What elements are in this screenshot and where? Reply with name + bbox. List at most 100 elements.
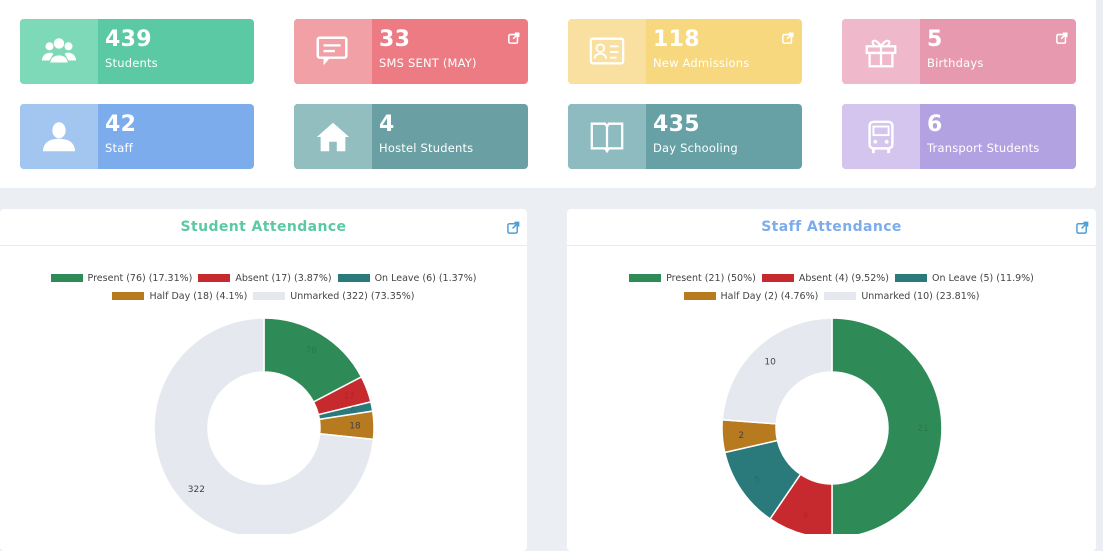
tile-label: Hostel Students xyxy=(379,141,474,155)
stat-tile-transport-students[interactable]: 6 Transport Students xyxy=(842,104,1076,169)
external-link-icon[interactable] xyxy=(782,29,794,44)
stat-tile-staff[interactable]: 42 Staff xyxy=(20,104,254,169)
tile-icon-box xyxy=(568,104,646,169)
tile-info: 439 Students xyxy=(98,19,254,84)
users-icon xyxy=(41,37,77,62)
id-card-icon xyxy=(589,37,625,65)
tile-icon-box xyxy=(568,19,646,84)
tile-value: 5 xyxy=(927,27,943,52)
legend-label: On Leave (5) (11.9%) xyxy=(932,272,1034,284)
tile-value: 42 xyxy=(105,112,137,137)
external-link-icon[interactable] xyxy=(1076,221,1089,234)
legend-label: Present (76) (17.31%) xyxy=(87,272,193,284)
staff-attendance-donut: 21 4 5 2 10 xyxy=(721,317,943,534)
legend-item[interactable]: Unmarked (322) (73.35%) xyxy=(253,290,415,302)
staff-attendance-card: Staff Attendance Present (21) (50%) Absen… xyxy=(567,209,1096,551)
legend-item[interactable]: Absent (17) (3.87%) xyxy=(198,272,332,284)
legend-swatch xyxy=(337,274,370,282)
slice-value-label: 18 xyxy=(349,422,361,432)
legend-item[interactable]: Half Day (18) (4.1%) xyxy=(112,291,247,302)
legend-item[interactable]: Present (21) (50%) xyxy=(629,273,756,284)
tile-value: 435 xyxy=(653,112,700,137)
tile-info: 435 Day Schooling xyxy=(646,104,802,169)
card-title: Student Attendance xyxy=(180,219,347,235)
legend-label: Half Day (2) (4.76%) xyxy=(720,290,819,302)
external-link-icon[interactable] xyxy=(1056,29,1068,44)
tile-label: Transport Students xyxy=(927,141,1040,155)
tile-info: 42 Staff xyxy=(98,104,254,169)
tile-icon-box xyxy=(294,104,372,169)
legend-label: Unmarked (322) (73.35%) xyxy=(290,290,415,302)
tile-icon-box xyxy=(20,19,98,84)
external-link-icon[interactable] xyxy=(507,221,520,234)
slice-value-label: 21 xyxy=(917,424,928,434)
card-header: Staff Attendance xyxy=(567,209,1096,246)
tile-icon-box xyxy=(842,19,920,84)
legend-label: Absent (17) (3.87%) xyxy=(235,272,332,284)
legend-swatch xyxy=(629,274,662,282)
tile-value: 6 xyxy=(927,112,943,137)
slice-value-label: 4 xyxy=(802,511,808,521)
tile-value: 439 xyxy=(105,27,152,52)
tile-value: 118 xyxy=(653,27,700,52)
slice-value-label: 2 xyxy=(738,431,744,441)
legend-item[interactable]: Present (76) (17.31%) xyxy=(50,272,193,284)
bus-icon xyxy=(868,120,894,153)
tile-value: 4 xyxy=(379,112,395,137)
tile-info: 118 New Admissions xyxy=(646,19,802,84)
legend-item[interactable]: Unmarked (10) (23.81%) xyxy=(824,291,980,302)
tile-icon-box xyxy=(20,104,98,169)
tile-info: 33 SMS SENT (MAY) xyxy=(372,19,528,84)
stat-tile-students[interactable]: 439 Students xyxy=(20,19,254,84)
slice-value-label: 17 xyxy=(343,392,354,402)
stat-tile-day-schooling[interactable]: 435 Day Schooling xyxy=(568,104,802,169)
card-title: Staff Attendance xyxy=(761,219,902,235)
slice-value-label: 322 xyxy=(188,485,205,495)
legend-swatch xyxy=(895,274,927,282)
legend-label: Absent (4) (9.52%) xyxy=(798,272,889,284)
legend-swatch xyxy=(50,274,83,282)
stat-tile-hostel-students[interactable]: 4 Hostel Students xyxy=(294,104,528,169)
donut-slice-unmarked[interactable] xyxy=(721,317,833,425)
chart-legend: Present (76) (17.31%) Absent (17) (3.87%)… xyxy=(0,269,527,305)
external-link-icon[interactable] xyxy=(508,29,520,44)
legend-label: On Leave (6) (1.37%) xyxy=(374,272,477,284)
legend-item[interactable]: On Leave (5) (11.9%) xyxy=(895,273,1034,284)
legend-swatch xyxy=(683,292,716,300)
stat-tile-new-admissions[interactable]: 118 New Admissions xyxy=(568,19,802,84)
book-icon xyxy=(590,122,624,153)
legend-swatch xyxy=(253,292,286,300)
stat-tile-birthdays[interactable]: 5 Birthdays xyxy=(842,19,1076,84)
legend-item[interactable]: Absent (4) (9.52%) xyxy=(761,272,889,284)
tile-value: 33 xyxy=(379,27,411,52)
legend-item[interactable]: Half Day (2) (4.76%) xyxy=(683,290,819,302)
legend-swatch xyxy=(112,292,145,300)
legend-label: Present (21) (50%) xyxy=(666,272,756,284)
student-attendance-card: Student Attendance Present (76) (17.31%)… xyxy=(0,209,527,551)
donut-slice-unmarked[interactable] xyxy=(153,317,375,534)
tile-label: Students xyxy=(105,56,158,70)
chat-icon xyxy=(316,36,348,65)
legend-swatch xyxy=(824,292,857,300)
user-icon xyxy=(42,121,76,151)
tile-icon-box xyxy=(842,104,920,169)
donut-slice-present[interactable] xyxy=(831,317,943,534)
slice-value-label: 5 xyxy=(754,475,760,485)
student-attendance-donut: 76 17 6 18 322 xyxy=(153,317,375,534)
stat-tile-sms-sent-may[interactable]: 33 SMS SENT (MAY) xyxy=(294,19,528,84)
home-icon xyxy=(316,122,350,151)
tile-label: Birthdays xyxy=(927,56,984,70)
gift-icon xyxy=(865,39,897,67)
chart-legend: Present (21) (50%) Absent (4) (9.52%) On L… xyxy=(567,269,1096,305)
legend-item[interactable]: On Leave (6) (1.37%) xyxy=(337,272,477,284)
legend-label: Half Day (18) (4.1%) xyxy=(149,290,248,302)
legend-swatch xyxy=(198,274,231,282)
tile-label: SMS SENT (MAY) xyxy=(379,56,477,70)
tile-info: 4 Hostel Students xyxy=(372,104,528,169)
tile-info: 6 Transport Students xyxy=(920,104,1076,169)
tile-label: New Admissions xyxy=(653,56,750,70)
card-header: Student Attendance xyxy=(0,209,527,246)
legend-swatch xyxy=(761,274,794,282)
tile-icon-box xyxy=(294,19,372,84)
tile-label: Staff xyxy=(105,141,133,155)
